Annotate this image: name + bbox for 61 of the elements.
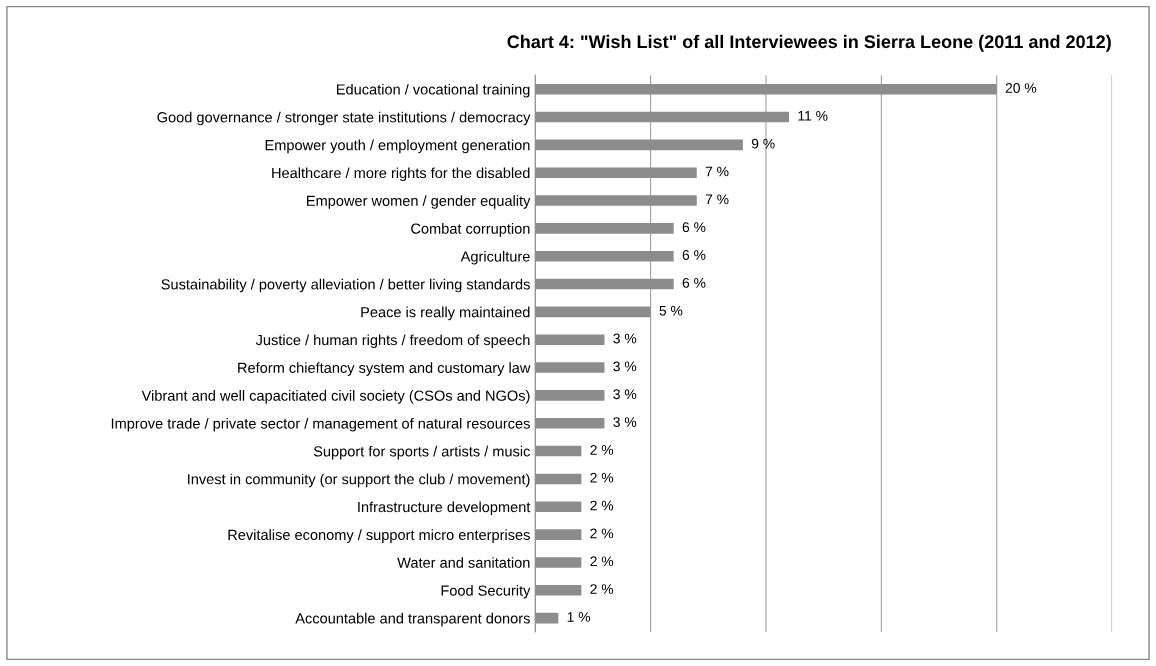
bar: [535, 167, 697, 178]
y-tick-label: Agriculture: [460, 250, 530, 265]
y-tick-label: Education / vocational training: [337, 83, 530, 98]
y-tick-label: Reform chieftancy system and customary law: [238, 362, 531, 376]
y-tick-label: Justice / human rights / freedom of speech: [255, 334, 530, 349]
bar: [535, 473, 582, 485]
data-label: 2 %: [590, 556, 614, 567]
y-tick-label: Support for sports / artists / music: [313, 445, 530, 460]
y-tick-label: Water and sanitation: [397, 557, 530, 568]
chart-title: Chart 4: "Wish List" of all Interviewees in Sierra Leone (2011 and 2012): [507, 34, 1111, 52]
data-label: 2 %: [590, 472, 614, 483]
bar: [535, 139, 743, 151]
bar: [535, 334, 605, 346]
data-label: 3 %: [613, 361, 637, 372]
data-label: 1 %: [567, 612, 591, 622]
bar: [535, 501, 582, 513]
bar: [535, 223, 674, 234]
bar: [535, 250, 674, 262]
y-tick-label: Peace is really maintained: [361, 306, 530, 321]
y-tick-label: Healthcare / more rights for the disabled: [272, 167, 530, 181]
bar: [535, 111, 790, 123]
data-label: 6 %: [682, 250, 706, 260]
bar: [535, 584, 582, 596]
bar: [535, 83, 997, 95]
y-tick-label: Improve trade / private sector / management of natural resources: [111, 417, 530, 432]
bar: [535, 529, 582, 540]
y-tick-label: Sustainability / poverty alleviation / better living standards: [161, 278, 530, 293]
data-label: 3 %: [613, 389, 637, 400]
bar: [535, 557, 582, 568]
data-label: 2 %: [590, 528, 614, 539]
y-tick-label: Good governance / stronger state institutions / democracy: [157, 111, 531, 126]
data-label: 6 %: [682, 277, 706, 288]
data-label: 2 %: [590, 500, 614, 511]
bar: [535, 195, 697, 206]
bar: [535, 445, 582, 457]
bar: [535, 362, 605, 373]
data-label: 3 %: [613, 417, 637, 427]
y-tick-label: Empower youth / employment generation: [265, 139, 530, 154]
y-tick-label: Vibrant and well capacitiated civil society (CSOs and NGOs): [141, 390, 530, 404]
data-label: 11 %: [798, 110, 828, 121]
data-label: 5 %: [659, 305, 683, 316]
y-tick-label: Empower women / gender equality: [307, 195, 531, 209]
data-label: 9 %: [751, 138, 775, 149]
data-label: 7 %: [705, 194, 729, 205]
y-tick-label: Accountable and transparent donors: [295, 612, 530, 627]
data-label: 6 %: [682, 222, 706, 233]
y-tick-label: Combat corruption: [411, 223, 530, 237]
bar: [535, 278, 674, 290]
data-label: 3 %: [613, 333, 637, 344]
data-label: 2 %: [590, 584, 614, 594]
bar: [535, 390, 605, 401]
y-tick-label: Revitalise economy / support micro enterprises: [228, 529, 530, 543]
y-tick-label: Food Security: [441, 584, 531, 599]
bar: [535, 417, 605, 429]
y-tick-label: Invest in community (or support the club / movement): [188, 473, 530, 488]
bar: [535, 306, 651, 318]
data-label: 2 %: [590, 444, 614, 455]
bar: [535, 612, 559, 624]
data-label: 20 %: [1005, 83, 1037, 93]
y-tick-label: Infrastructure development: [358, 501, 531, 516]
data-label: 7 %: [705, 166, 729, 177]
